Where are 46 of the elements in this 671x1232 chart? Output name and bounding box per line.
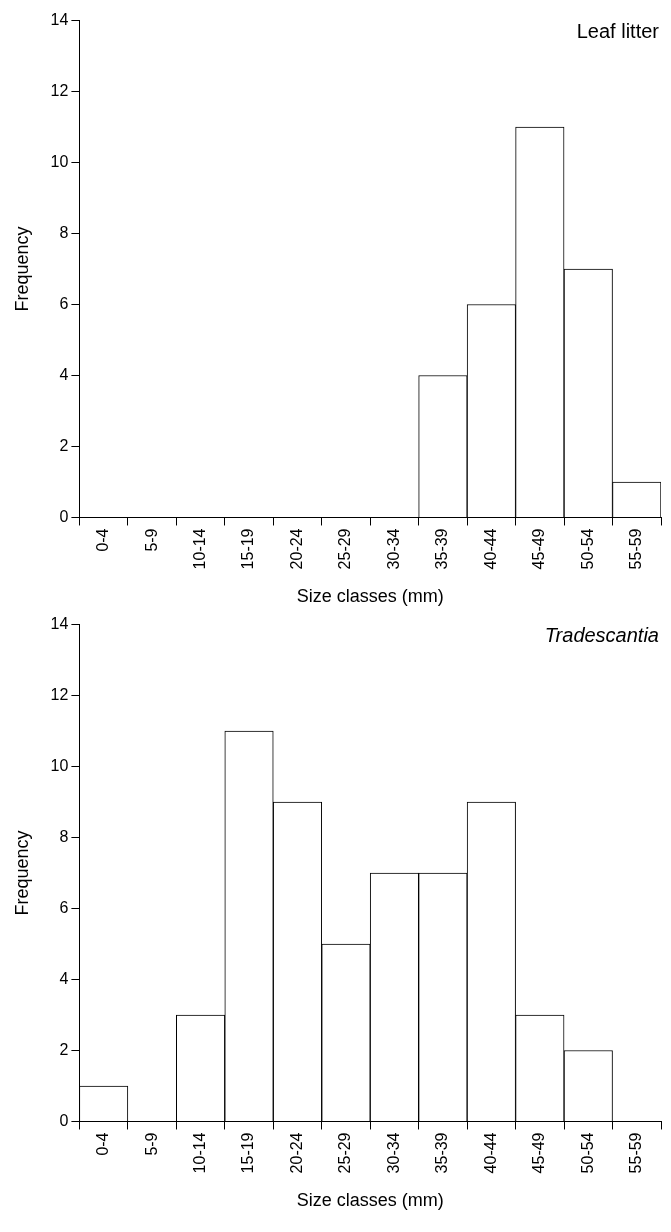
- x-tick-label: 25-29: [336, 1132, 354, 1174]
- y-tick-label: 8: [59, 223, 69, 241]
- y-axis-title: Frequency: [11, 226, 32, 312]
- x-tick-label: 0-4: [94, 528, 112, 552]
- y-tick-label: 6: [59, 898, 69, 916]
- x-tick-label: 30-34: [384, 1132, 402, 1174]
- x-tick-label: 45-49: [530, 1132, 548, 1174]
- x-tick-label: 45-49: [530, 528, 548, 570]
- y-axis-title: Frequency: [11, 830, 32, 916]
- y-tick-label: 12: [50, 685, 69, 703]
- x-axis-title: Size classes (mm): [296, 1190, 444, 1211]
- x-tick-label: 35-39: [433, 528, 451, 570]
- x-tick-label: 30-34: [384, 528, 402, 570]
- x-tick-label: 5-9: [142, 1132, 160, 1156]
- y-tick-label: 14: [50, 615, 69, 633]
- x-tick-label: 40-44: [481, 1132, 499, 1174]
- y-tick-label: 2: [59, 1040, 69, 1058]
- chart-title: Leaf litter: [576, 20, 660, 43]
- y-tick-label: 2: [59, 436, 69, 454]
- x-tick-label: 10-14: [190, 1132, 208, 1174]
- chart-title: Tradescantia: [544, 624, 659, 647]
- x-tick-label: 20-24: [287, 1132, 305, 1174]
- y-tick-label: 14: [50, 11, 69, 29]
- x-tick-label: 25-29: [336, 528, 354, 570]
- y-tick-label: 4: [59, 969, 69, 987]
- x-tick-label: 55-59: [627, 528, 645, 570]
- y-tick-label: 4: [59, 365, 69, 383]
- x-tick-label: 20-24: [287, 528, 305, 570]
- x-tick-label: 40-44: [481, 528, 499, 570]
- y-tick-label: 10: [50, 756, 69, 774]
- x-tick-label: 50-54: [578, 1132, 596, 1174]
- y-tick-label: 10: [50, 152, 69, 170]
- x-tick-label: 55-59: [627, 1132, 645, 1174]
- x-tick-label: 0-4: [94, 1132, 112, 1156]
- x-tick-label: 10-14: [190, 528, 208, 570]
- x-tick-label: 15-19: [239, 528, 257, 570]
- y-tick-label: 0: [59, 507, 69, 525]
- x-tick-label: 5-9: [142, 528, 160, 552]
- y-tick-label: 0: [59, 1111, 69, 1129]
- y-tick-label: 8: [59, 827, 69, 845]
- x-tick-label: 35-39: [433, 1132, 451, 1174]
- x-axis-title: Size classes (mm): [296, 586, 444, 607]
- y-tick-label: 12: [50, 81, 69, 99]
- x-tick-label: 50-54: [578, 528, 596, 570]
- x-tick-label: 15-19: [239, 1132, 257, 1174]
- y-tick-label: 6: [59, 294, 69, 312]
